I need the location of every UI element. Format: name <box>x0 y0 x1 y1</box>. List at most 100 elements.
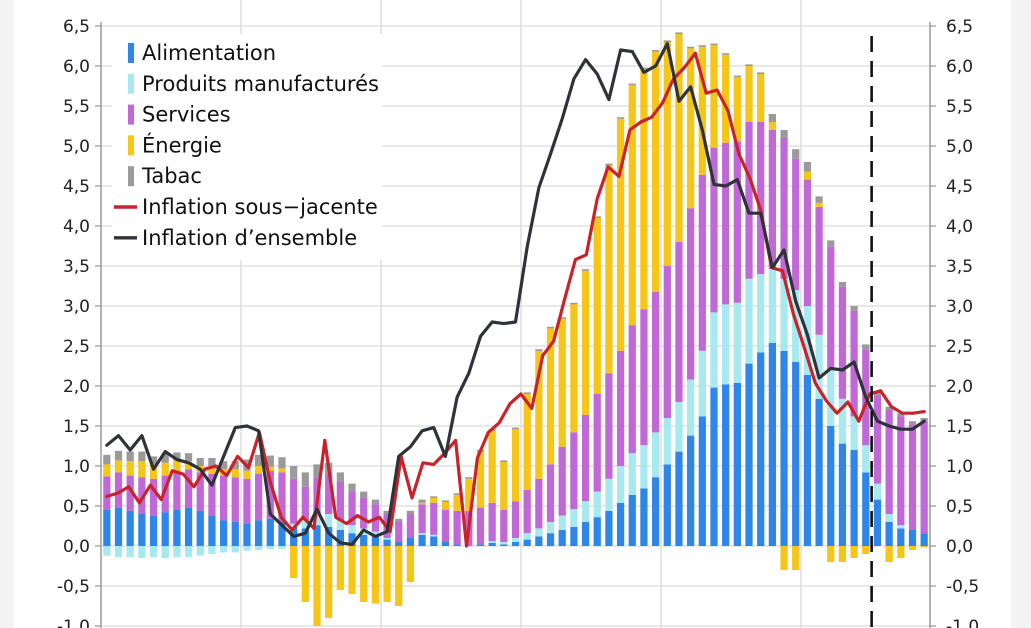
bar-segment-tabac <box>266 455 274 467</box>
bar-segment-produits-manufactur-s <box>640 445 648 489</box>
bar-segment--nergie <box>453 494 461 511</box>
bar-segment-produits-manufactur-s <box>687 379 695 436</box>
bar-segment--nergie <box>593 218 601 394</box>
bar-segment-produits-manufactur-s <box>535 528 543 537</box>
bar-segment-services <box>231 477 239 522</box>
bar-segment-tabac <box>850 306 858 311</box>
bar-segment-services <box>546 464 555 522</box>
bar-segment-tabac <box>126 451 134 462</box>
bar-segment-produits-manufactur-s <box>371 531 380 537</box>
bar-segment-services <box>523 490 531 534</box>
bar-segment--nergie <box>114 460 123 473</box>
bar-segment-tabac <box>558 317 566 319</box>
bar-segment-services <box>406 514 415 538</box>
bar-segment-services <box>838 286 847 399</box>
bar-segment-alimentation <box>908 530 917 546</box>
bar-segment-alimentation <box>313 525 321 546</box>
bar-segment-services <box>908 424 917 530</box>
y-axis-left-ticks: 6,5 6,0 5,5 5,0 4,5 4,0 3,5 3,0 2,5 2,0 1,5 1,0 0,5 0… <box>57 17 101 628</box>
legend-swatch <box>128 43 134 63</box>
bar-segment-alimentation <box>336 530 344 546</box>
bar-segment-services <box>348 491 356 526</box>
bar-segment-services <box>535 478 543 529</box>
bar-segment-alimentation <box>558 530 566 546</box>
bar-segment-services <box>149 478 158 516</box>
legend-label: Services <box>142 103 231 127</box>
y-tick-label-left: -0,5 <box>57 577 90 597</box>
bar-segment-services <box>266 470 274 519</box>
bar-segment-services <box>815 206 823 335</box>
bar-segment-produits-manufactur-s <box>827 370 835 426</box>
bar-segment-alimentation <box>675 451 683 546</box>
y-tick-label-left: 1,0 <box>63 457 90 477</box>
bar-segment-alimentation <box>184 507 193 546</box>
bar-segment-produits-manufactur-s <box>219 546 228 553</box>
legend-label: Inflation sous−jacente <box>142 195 378 219</box>
bar-segment-tabac <box>757 72 765 74</box>
bar-segment--nergie <box>395 546 403 606</box>
bar-segment-produits-manufactur-s <box>418 533 426 535</box>
bar-segment-tabac <box>418 499 426 503</box>
bar-segment-tabac <box>897 413 905 417</box>
bar-segment-tabac <box>138 451 146 462</box>
bar-segment-alimentation <box>371 536 380 546</box>
bar-segment--nergie <box>138 461 146 478</box>
bar-segment--nergie <box>360 546 368 602</box>
bar-segment-tabac <box>815 196 823 203</box>
bar-segment-services <box>780 138 788 279</box>
y-tick-label-left: 3,0 <box>63 297 90 317</box>
bar-segment-alimentation <box>348 533 356 546</box>
bar-segment-services <box>278 472 286 522</box>
bar-segment-services <box>792 158 800 290</box>
y-tick-label-left: 6,5 <box>63 17 90 37</box>
bar-segment--nergie <box>897 546 905 558</box>
bar-segment--nergie <box>733 77 741 142</box>
y-tick-label-left: 2,0 <box>63 377 90 397</box>
bar-segment-tabac <box>745 64 753 66</box>
bar-segment--nergie <box>663 42 671 266</box>
bar-segment--nergie <box>651 51 660 292</box>
bar-segment-alimentation <box>605 510 613 546</box>
y-tick-label-left: 3,5 <box>63 257 90 277</box>
bar-segment-services <box>698 174 706 351</box>
bar-segment-produits-manufactur-s <box>173 546 181 558</box>
bar-segment-tabac <box>371 499 380 505</box>
bar-segment-tabac <box>395 518 403 522</box>
bar-segment-alimentation <box>231 522 239 546</box>
bar-segment-services <box>138 477 146 514</box>
bar-segment-tabac <box>231 461 239 470</box>
bar-segment--nergie <box>780 546 788 570</box>
bar-segment--nergie <box>803 171 812 180</box>
bar-segment--nergie <box>605 165 613 374</box>
bar-segment-produits-manufactur-s <box>348 525 356 534</box>
bar-segment-alimentation <box>546 533 555 546</box>
bar-segment--nergie <box>827 546 835 562</box>
bar-segment-produits-manufactur-s <box>897 525 905 529</box>
bar-segment--nergie <box>570 304 578 433</box>
bar-segment-services <box>722 142 730 305</box>
legend-background <box>112 34 382 260</box>
bar-segment-produits-manufactur-s <box>838 398 847 444</box>
bar-segment-services <box>768 130 776 270</box>
bar-segment-alimentation <box>827 426 835 546</box>
bar-segment-tabac <box>616 117 625 119</box>
bar-segment-tabac <box>196 458 204 466</box>
bar-segment--nergie <box>406 546 415 582</box>
bar-segment-tabac <box>722 53 730 55</box>
bar-segment-tabac <box>430 496 438 498</box>
bar-segment-alimentation <box>581 522 590 546</box>
bar-segment-services <box>336 482 344 521</box>
bar-segment-services <box>453 510 461 545</box>
bar-segment--nergie <box>838 546 847 562</box>
bar-segment-alimentation <box>745 363 753 546</box>
bar-segment-alimentation <box>243 523 251 546</box>
bar-segment-services <box>173 472 181 510</box>
bar-segment-produits-manufactur-s <box>710 312 718 388</box>
bar-segment-produits-manufactur-s <box>885 514 893 522</box>
bar-segment-tabac <box>535 349 543 351</box>
bar-segment-produits-manufactur-s <box>278 546 286 550</box>
bar-segment-produits-manufactur-s <box>628 453 636 495</box>
bar-segment-alimentation <box>651 477 660 546</box>
y-tick-label-right: 5,5 <box>946 97 973 117</box>
y-tick-label-left: 0,5 <box>63 497 90 517</box>
